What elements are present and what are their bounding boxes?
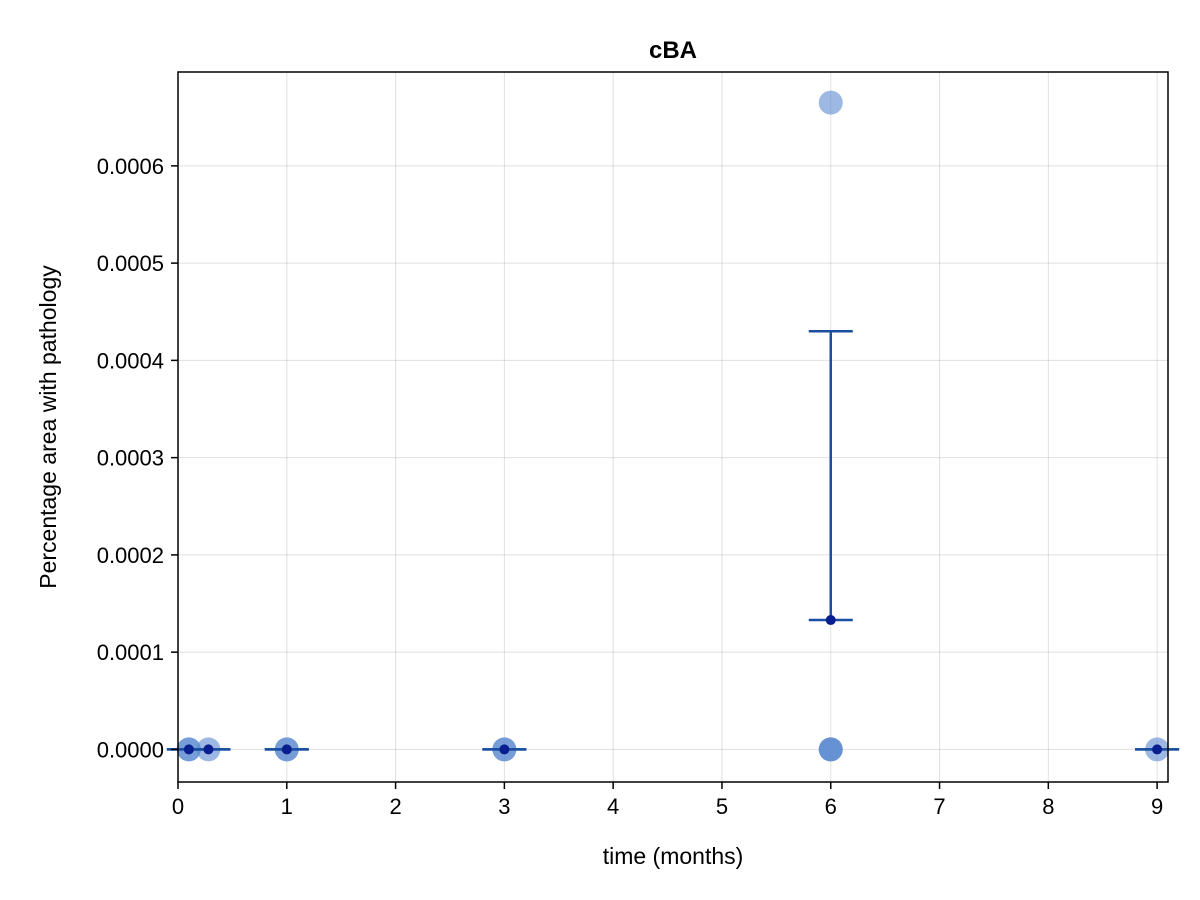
y-tick-label: 0.0005 [97,251,164,276]
x-tick-label: 5 [716,794,728,819]
x-tick-label: 1 [281,794,293,819]
y-axis-label: Percentage area with pathology [35,265,61,589]
y-tick-label: 0.0004 [97,348,164,373]
mean-marker [183,744,194,755]
y-tick-label: 0.0000 [97,737,164,762]
data-point [818,737,843,762]
mean-marker [1152,744,1163,755]
x-tick-label: 8 [1042,794,1054,819]
x-tick-label: 2 [389,794,401,819]
error-bars [166,329,1180,751]
y-tick-label: 0.0001 [97,640,164,665]
y-tick-label: 0.0003 [97,446,164,471]
x-tick-label: 4 [607,794,619,819]
x-tick-label: 6 [825,794,837,819]
data-points [176,90,1170,762]
x-tick-label: 3 [498,794,510,819]
mean-marker [825,615,836,626]
y-tick-label: 0.0006 [97,154,164,179]
mean-markers [183,615,1163,755]
x-tick-label: 0 [172,794,184,819]
plot-frame [177,71,1169,783]
mean-marker [281,744,292,755]
x-tick-label: 9 [1151,794,1163,819]
y-tick-label: 0.0002 [97,543,164,568]
mean-marker [203,744,214,755]
chart-title: cBA [649,37,697,64]
axis-ticks: 0 1 2 3 4 5 6 7 8 9 0.0000 0.0001 0.0002 0.0003 0.0004… [97,154,1164,819]
mean-marker [499,744,510,755]
x-axis-label: time (months) [603,843,744,869]
grid [177,72,1168,782]
x-tick-label: 7 [933,794,945,819]
data-point [818,90,843,115]
